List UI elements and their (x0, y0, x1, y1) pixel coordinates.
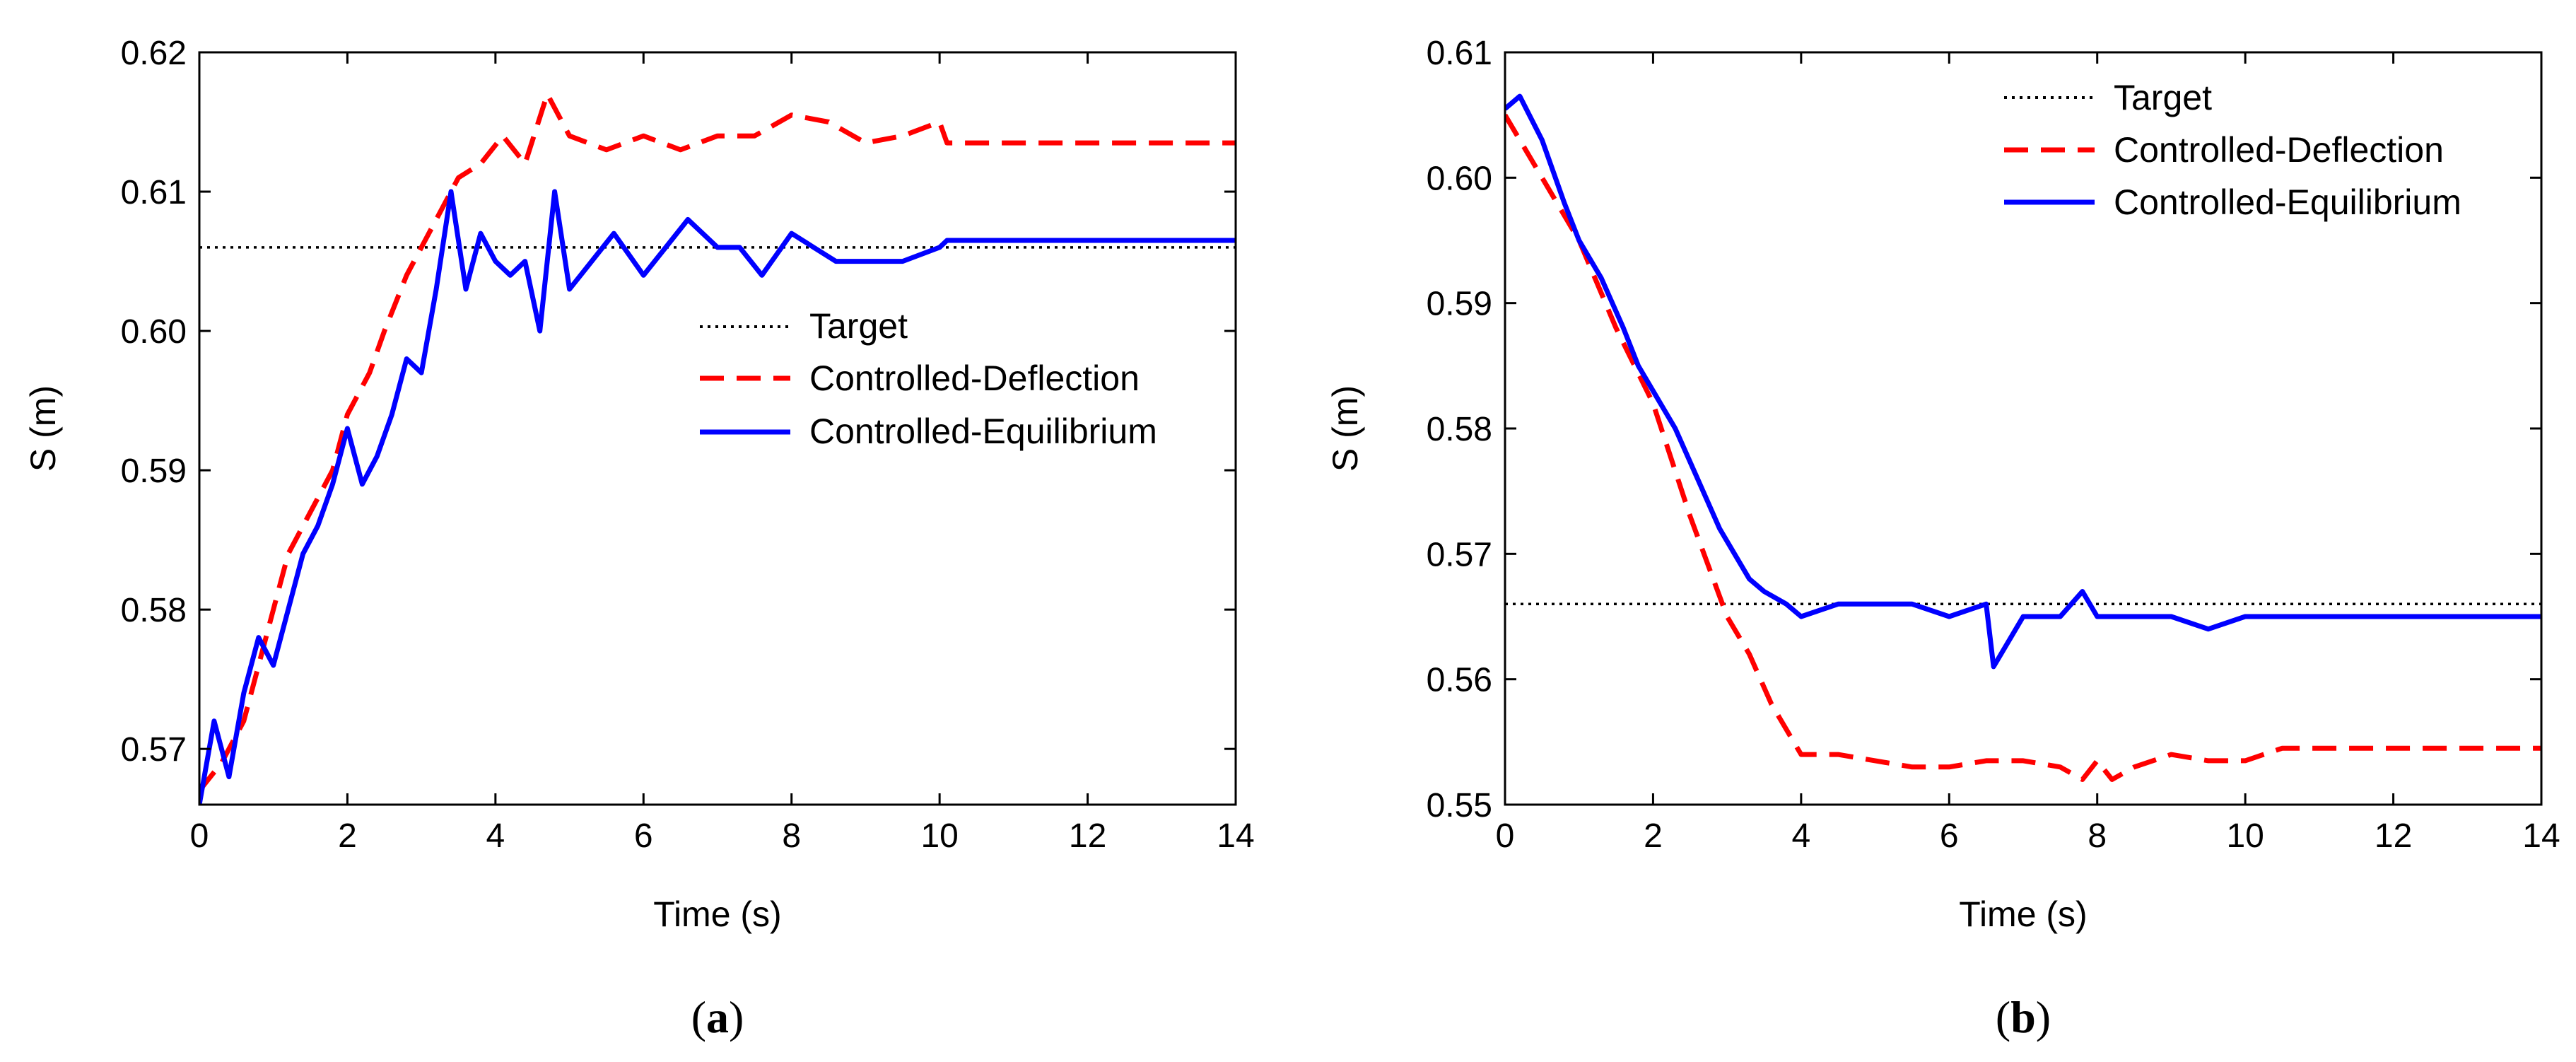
series-line-controlled-deflection-b (1505, 113, 2541, 782)
plot-frame-a (198, 51, 1237, 806)
x-tick-label-a: 8 (782, 817, 801, 855)
y-tick-label-a: 0.61 (121, 174, 187, 211)
x-axis-label-a: Time (s) (653, 894, 781, 934)
legend-label-equilibrium-b: Controlled-Equilibrium (2114, 182, 2461, 222)
panel-label-a: (a) (691, 992, 744, 1042)
y-axis-label-b: S (m) (1325, 385, 1365, 472)
y-tick-label-a: 0.62 (121, 35, 187, 72)
y-tick-label-b: 0.55 (1427, 787, 1492, 824)
x-tick-label-a: 12 (1069, 817, 1106, 855)
x-tick-label-b: 12 (2375, 817, 2412, 855)
y-tick-label-b: 0.60 (1427, 160, 1492, 197)
chart-panel-a: 0 2 4 6 8 10 12 14 0.57 0.58 0.59 0.60 0.61 0.62 Time… (23, 35, 1255, 1042)
series-line-controlled-equilibrium-b (1505, 93, 2541, 670)
legend-a: Target Controlled-Deflection Controlled-… (700, 306, 1157, 451)
panel-label-b: (b) (1996, 992, 2051, 1042)
legend-label-target-b: Target (2114, 78, 2212, 117)
panel-letter-b: b (2010, 992, 2036, 1042)
y-tick-label-b: 0.57 (1427, 536, 1492, 573)
x-tick-label-b: 10 (2226, 817, 2264, 855)
x-tick-label-a: 6 (634, 817, 653, 855)
ticks-layer-b: 0 2 4 6 8 10 12 14 0.55 0.56 0.57 0.58 0.59 0.60 0.61 (1427, 35, 2560, 855)
y-tick-label-b: 0.61 (1427, 35, 1492, 72)
x-tick-label-b: 8 (2088, 817, 2107, 855)
y-tick-label-b: 0.58 (1427, 411, 1492, 448)
x-tick-label-a: 10 (920, 817, 958, 855)
y-tick-label-b: 0.56 (1427, 662, 1492, 699)
legend-label-equilibrium-a: Controlled-Equilibrium (809, 412, 1157, 451)
series-line-controlled-deflection-a (199, 91, 1236, 793)
series-layer-a (199, 91, 1236, 805)
legend-label-target-a: Target (809, 306, 908, 346)
x-tick-label-a: 2 (338, 817, 357, 855)
y-tick-label-a: 0.58 (121, 592, 187, 629)
x-tick-label-b: 0 (1496, 817, 1515, 855)
series-line-controlled-equilibrium-a (199, 189, 1236, 805)
y-tick-label-a: 0.57 (121, 731, 187, 769)
x-tick-label-a: 14 (1217, 817, 1254, 855)
y-axis-label-a: S (m) (23, 385, 63, 472)
y-tick-label-a: 0.59 (121, 453, 187, 490)
y-tick-label-b: 0.59 (1427, 286, 1492, 323)
x-tick-label-b: 6 (1940, 817, 1959, 855)
series-layer-b (1505, 93, 2541, 782)
legend-label-deflection-b: Controlled-Deflection (2114, 130, 2444, 170)
x-axis-label-b: Time (s) (1959, 894, 2087, 934)
legend-b: Target Controlled-Deflection Controlled-… (2004, 78, 2461, 222)
x-tick-label-b: 4 (1792, 817, 1811, 855)
ticks-layer-a: 0 2 4 6 8 10 12 14 0.57 0.58 0.59 0.60 0.61 0.62 (121, 35, 1255, 855)
chart-panel-b: 0 2 4 6 8 10 12 140.550.560.570.580.590.600.61 … (1325, 35, 2560, 1042)
x-tick-label-b: 2 (1644, 817, 1663, 855)
panel-letter-a: a (706, 992, 729, 1042)
y-tick-label-a: 0.60 (121, 313, 187, 351)
x-tick-label-a: 4 (486, 817, 505, 855)
x-tick-label-b: 14 (2522, 817, 2560, 855)
x-tick-label-a: 0 (190, 817, 209, 855)
legend-label-deflection-a: Controlled-Deflection (809, 358, 1140, 398)
